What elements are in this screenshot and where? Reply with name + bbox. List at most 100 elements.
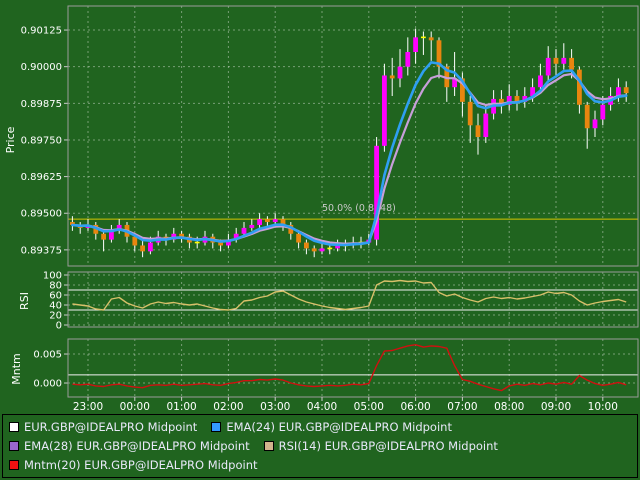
legend-item-ema24[interactable]: EMA(24) EUR.GBP@IDEALPRO Midpoint bbox=[211, 420, 452, 434]
rsi-tick-label: 100 bbox=[43, 271, 62, 282]
price-tick-label: 0.90125 bbox=[21, 26, 62, 37]
candle-body bbox=[514, 95, 520, 102]
candle-body bbox=[452, 78, 457, 88]
candle-body bbox=[483, 113, 489, 138]
candle-body bbox=[233, 233, 239, 240]
candle-body bbox=[265, 219, 270, 223]
candle-body bbox=[257, 219, 262, 225]
candle-body bbox=[460, 78, 465, 102]
price-series-swatch bbox=[9, 421, 19, 432]
candle-body bbox=[280, 219, 286, 225]
candle-body bbox=[506, 95, 512, 105]
candle-body bbox=[249, 224, 255, 228]
price-tick-label: 0.89750 bbox=[21, 135, 62, 146]
candle-body bbox=[600, 104, 606, 120]
legend-row: EUR.GBP@IDEALPRO Midpoint EMA(24) EUR.GB… bbox=[9, 417, 631, 436]
ema28-line bbox=[71, 72, 628, 245]
momentum-tick-label: 0.005 bbox=[33, 350, 62, 361]
candle-body bbox=[296, 233, 301, 243]
time-axis: 23:00 00:00 01:00 02:00 03:00 04:00 05:00 06:00… bbox=[73, 397, 618, 413]
candle-body bbox=[382, 75, 387, 146]
time-label: 00:00 bbox=[120, 401, 150, 413]
candle-body bbox=[584, 104, 590, 129]
panel-border bbox=[67, 338, 639, 398]
rsi-axis-title: RSI bbox=[18, 292, 31, 310]
candle-body bbox=[148, 242, 153, 252]
legend-item-rsi[interactable]: RSI(14) EUR.GBP@IDEALPRO Midpoint bbox=[263, 438, 498, 453]
candle-body bbox=[561, 57, 567, 64]
candle-body bbox=[335, 245, 340, 249]
candle-body bbox=[241, 227, 247, 234]
legend-row: EMA(28) EUR.GBP@IDEALPRO Midpoint RSI(14… bbox=[9, 436, 631, 455]
candle-body bbox=[569, 57, 574, 70]
candle-doji bbox=[194, 241, 200, 244]
candle-body bbox=[272, 219, 278, 223]
candle-doji bbox=[327, 247, 333, 250]
price-tick-label: 0.89500 bbox=[21, 209, 62, 220]
time-label: 03:00 bbox=[260, 401, 290, 413]
legend-item-label: EUR.GBP@IDEALPRO Midpoint bbox=[24, 419, 198, 434]
candle-body bbox=[311, 248, 317, 252]
time-label: 04:00 bbox=[307, 401, 337, 413]
ema24-swatch bbox=[211, 421, 222, 432]
legend: EUR.GBP@IDEALPRO Midpoint EMA(24) EUR.GB… bbox=[2, 414, 638, 478]
legend-item-ema28[interactable]: EMA(28) EUR.GBP@IDEALPRO Midpoint bbox=[9, 439, 250, 453]
candle-body bbox=[538, 75, 543, 88]
panel-border bbox=[67, 271, 639, 328]
candle-body bbox=[413, 37, 418, 53]
candle-body bbox=[499, 98, 504, 105]
candle-body bbox=[116, 224, 122, 231]
panel-border bbox=[67, 5, 639, 267]
candle-body bbox=[616, 87, 621, 96]
time-label: 08:00 bbox=[494, 401, 524, 413]
momentum-line bbox=[72, 344, 627, 392]
candle-body bbox=[545, 57, 551, 76]
candle-body bbox=[592, 119, 598, 129]
legend-row: Mntm(20) EUR.GBP@IDEALPRO Midpoint bbox=[9, 456, 631, 475]
rsi-tick-label: 20 bbox=[49, 311, 62, 322]
rsi-tick-label: 80 bbox=[49, 281, 62, 292]
ema28-swatch bbox=[9, 440, 19, 451]
candle-body bbox=[101, 233, 106, 240]
momentum-tick-label: 0.000 bbox=[33, 379, 62, 390]
price-tick-label: 0.90000 bbox=[21, 62, 62, 73]
candle-body bbox=[179, 233, 184, 237]
mntm-swatch bbox=[9, 460, 19, 471]
candle-body bbox=[397, 66, 403, 79]
time-label: 01:00 bbox=[166, 401, 196, 413]
candles bbox=[70, 28, 629, 258]
candle-body bbox=[226, 239, 231, 246]
candle-body bbox=[436, 40, 442, 67]
legend-item-price[interactable]: EUR.GBP@IDEALPRO Midpoint bbox=[9, 420, 197, 434]
momentum-panel[interactable]: 0.005 0.000 bbox=[33, 338, 639, 398]
candle-body bbox=[93, 224, 99, 234]
candle-body bbox=[530, 87, 535, 96]
momentum-axis-title: Mntm bbox=[10, 353, 23, 385]
rsi-tick-label: 0 bbox=[56, 321, 62, 332]
legend-item-label: Mntm(20) EUR.GBP@IDEALPRO Midpoint bbox=[24, 458, 258, 473]
time-label: 09:00 bbox=[541, 401, 571, 413]
candle-body bbox=[428, 37, 434, 41]
rsi-tick-label: 60 bbox=[49, 291, 62, 302]
legend-item-mntm[interactable]: Mntm(20) EUR.GBP@IDEALPRO Midpoint bbox=[9, 458, 258, 472]
legend-item-label: RSI(14) EUR.GBP@IDEALPRO Midpoint bbox=[278, 438, 498, 453]
ema24-line bbox=[71, 61, 628, 247]
candle-body bbox=[389, 75, 395, 79]
candle-body bbox=[304, 242, 309, 249]
candle-body bbox=[218, 242, 223, 246]
price-panel[interactable]: 0.90125 0.90000 0.89875 0.89750 0.89625 0.895… bbox=[21, 5, 639, 267]
rsi-swatch bbox=[263, 440, 274, 451]
time-label: 23:00 bbox=[73, 401, 103, 413]
price-tick-label: 0.89375 bbox=[21, 245, 62, 256]
candle-body bbox=[319, 248, 325, 252]
candle-body bbox=[70, 222, 75, 225]
candle-body bbox=[467, 101, 473, 126]
candle-doji bbox=[421, 36, 426, 39]
fib-label: 50.0% (0.8948) bbox=[322, 203, 396, 214]
candle-body bbox=[577, 69, 582, 105]
price-tick-label: 0.89875 bbox=[21, 99, 62, 110]
time-label: 10:00 bbox=[588, 401, 618, 413]
